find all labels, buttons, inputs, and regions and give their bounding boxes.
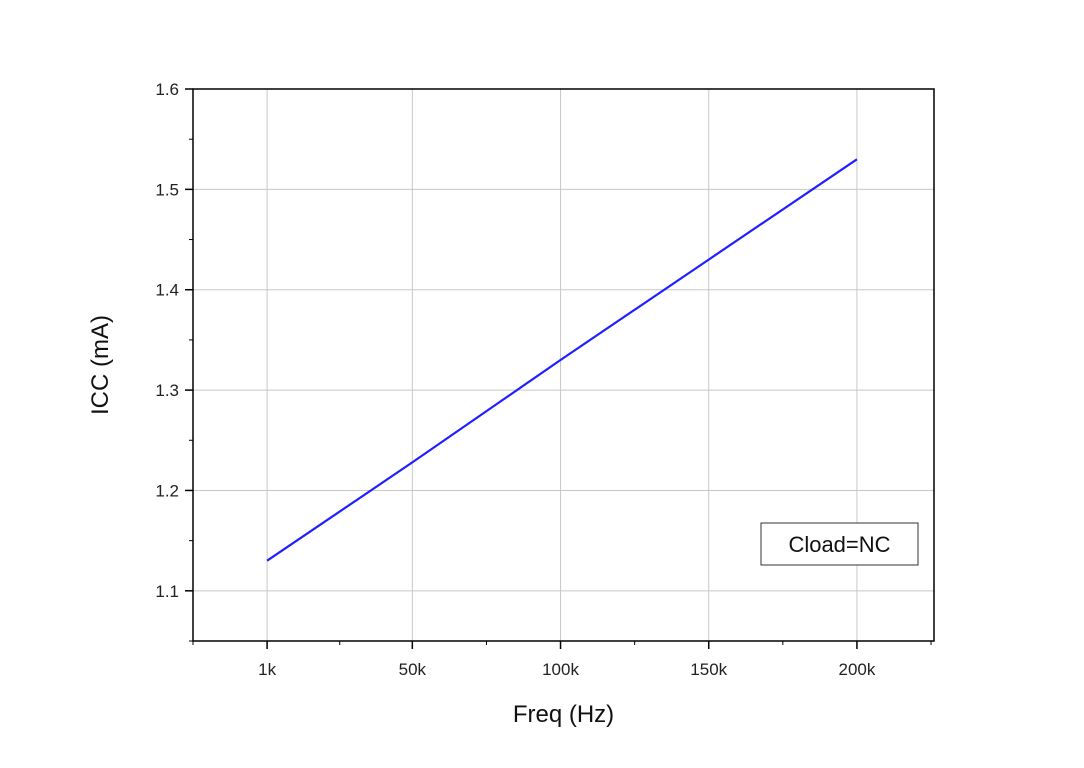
annotation-text: Cload=NC	[788, 532, 890, 557]
x-tick-label: 200k	[838, 660, 875, 679]
plot-frame	[192, 88, 935, 642]
x-axis-ticks: 1k 50k 100k 150k 200k	[258, 641, 876, 679]
y-tick-label: 1.1	[155, 582, 179, 601]
annotation-border	[760, 522, 919, 566]
minor-ticks	[189, 138, 932, 645]
y-tick-label: 1.3	[155, 381, 179, 400]
y-tick-label: 1.6	[155, 80, 179, 99]
y-axis-title: ICC (mA)	[87, 315, 114, 415]
series-layer	[266, 158, 858, 562]
series-line	[266, 158, 858, 562]
y-tick-label: 1.4	[155, 281, 179, 300]
x-tick-label: 1k	[258, 660, 276, 679]
grid-lines	[193, 89, 934, 641]
y-axis-ticks: 1.1 1.2 1.3 1.4 1.5 1.6	[155, 80, 193, 601]
x-tick-label: 50k	[399, 660, 427, 679]
annotation-box: Cload=NC	[760, 522, 919, 566]
x-axis-title: Freq (Hz)	[513, 701, 614, 728]
x-tick-label: 100k	[542, 660, 579, 679]
x-tick-label: 150k	[690, 660, 727, 679]
y-tick-label: 1.2	[155, 481, 179, 500]
y-tick-label: 1.5	[155, 180, 179, 199]
